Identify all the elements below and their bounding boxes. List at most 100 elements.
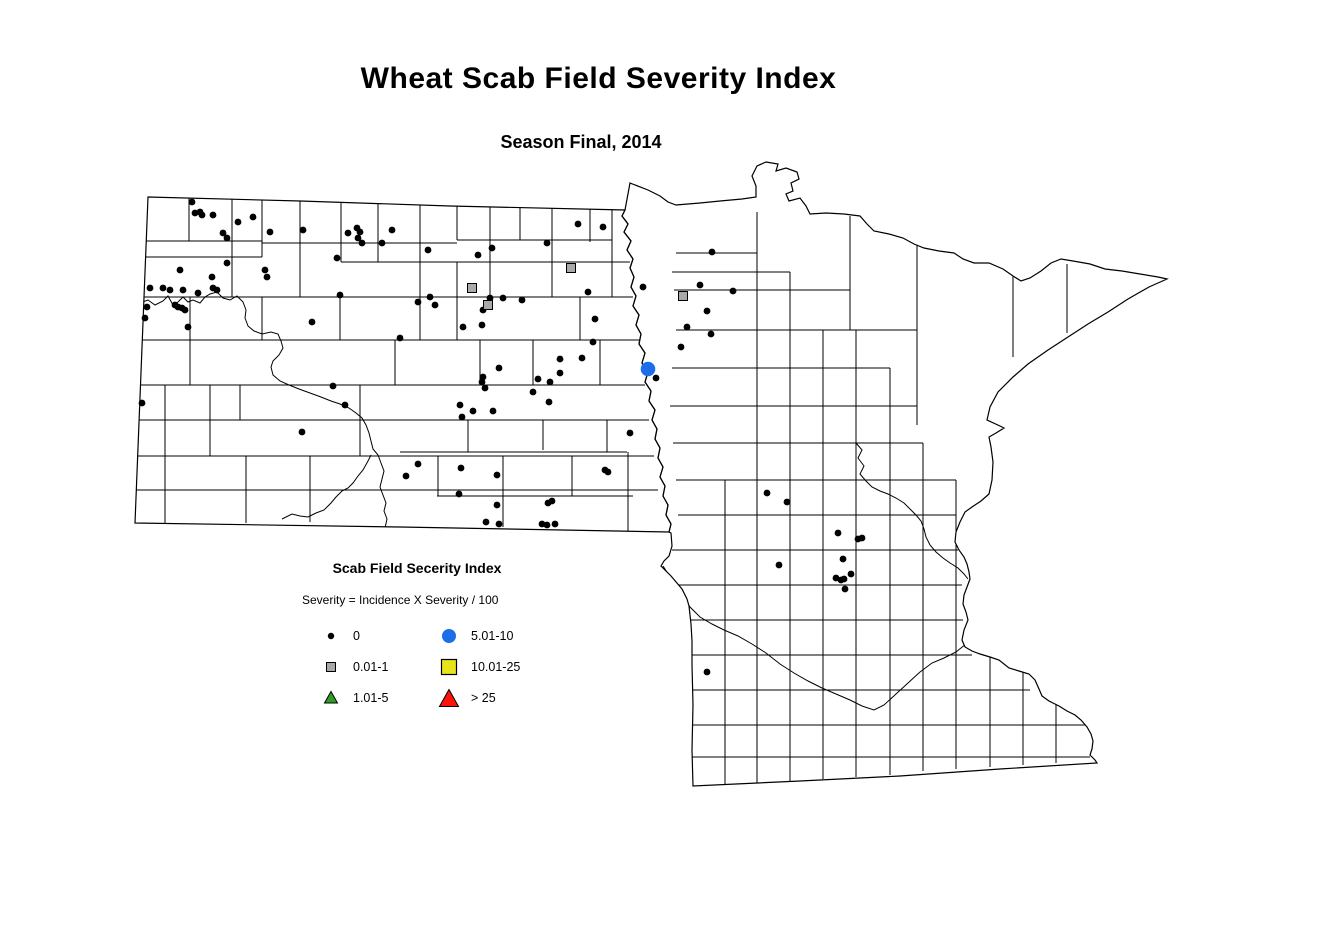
legend-label: > 25 xyxy=(471,690,496,705)
map-marker-black-dot xyxy=(703,668,711,676)
map-marker-black-dot xyxy=(604,468,612,476)
legend-item-5-10: 5.01-10 xyxy=(434,620,576,651)
map-marker-black-dot xyxy=(344,229,352,237)
map-marker-black-dot xyxy=(188,198,196,206)
map-marker-black-dot xyxy=(545,398,553,406)
map-marker-black-dot xyxy=(234,218,242,226)
map-marker-black-dot xyxy=(493,471,501,479)
map-marker-blue-circle xyxy=(640,361,656,377)
map-marker-black-dot xyxy=(652,374,660,382)
map-marker-black-dot xyxy=(696,281,704,289)
map-marker-black-dot xyxy=(478,321,486,329)
north-dakota-county-lines xyxy=(135,198,658,531)
map-marker-black-dot xyxy=(266,228,274,236)
map-marker-black-dot xyxy=(486,294,494,302)
map-marker-black-dot xyxy=(683,323,691,331)
map-marker-black-dot xyxy=(184,323,192,331)
map-marker-black-dot xyxy=(847,570,855,578)
map-marker-black-dot xyxy=(482,518,490,526)
map-marker-black-dot xyxy=(834,529,842,537)
map-marker-black-dot xyxy=(141,314,149,322)
map-marker-black-dot xyxy=(626,429,634,437)
map-marker-black-dot xyxy=(336,291,344,299)
map-marker-black-dot xyxy=(584,288,592,296)
map-marker-black-dot xyxy=(223,234,231,242)
map-marker-black-dot xyxy=(333,254,341,262)
map-marker-black-dot xyxy=(481,384,489,392)
map-marker-black-dot xyxy=(840,575,848,583)
legend-item-10-25: 10.01-25 xyxy=(434,651,576,682)
map-marker-black-dot xyxy=(708,248,716,256)
map-marker-black-dot xyxy=(639,283,647,291)
map-marker-black-dot xyxy=(146,284,154,292)
map-marker-black-dot xyxy=(534,375,542,383)
map-marker-black-dot xyxy=(176,266,184,274)
map-marker-black-dot xyxy=(455,490,463,498)
map-marker-black-dot xyxy=(424,246,432,254)
map-marker-black-dot xyxy=(263,273,271,281)
map-marker-black-dot xyxy=(249,213,257,221)
map-marker-black-dot xyxy=(599,223,607,231)
legend-item-gt-25: > 25 xyxy=(434,682,576,713)
map-marker-black-dot xyxy=(209,211,217,219)
data-point-markers xyxy=(138,198,866,676)
map-marker-black-dot xyxy=(138,399,146,407)
map-marker-black-dot xyxy=(551,520,559,528)
minnesota-county-lines xyxy=(664,212,1090,786)
yellow-square-icon xyxy=(434,656,464,678)
map-marker-black-dot xyxy=(159,284,167,292)
missouri-river xyxy=(135,291,388,529)
map-marker-black-dot xyxy=(181,306,189,314)
map-marker-gray-square xyxy=(467,283,477,293)
map-marker-black-dot xyxy=(396,334,404,342)
map-marker-black-dot xyxy=(591,315,599,323)
map-marker-black-dot xyxy=(548,497,556,505)
map-marker-black-dot xyxy=(414,298,422,306)
map-marker-black-dot xyxy=(208,273,216,281)
page-subtitle: Season Final, 2014 xyxy=(500,132,662,152)
map-marker-black-dot xyxy=(341,401,349,409)
map-marker-black-dot xyxy=(354,234,362,242)
map-marker-black-dot xyxy=(426,293,434,301)
map-marker-black-dot xyxy=(489,407,497,415)
map-marker-black-dot xyxy=(198,211,206,219)
map-marker-black-dot xyxy=(775,561,783,569)
minnesota-river xyxy=(662,565,979,711)
map-marker-black-dot xyxy=(223,259,231,267)
map-marker-black-dot xyxy=(261,266,269,274)
map-marker-black-dot xyxy=(543,239,551,247)
mississippi-river xyxy=(855,442,969,580)
map-marker-black-dot xyxy=(456,401,464,409)
map-marker-black-dot xyxy=(529,388,537,396)
gray-square-icon xyxy=(316,656,346,678)
black-dot-icon xyxy=(316,625,346,647)
map-marker-black-dot xyxy=(763,489,771,497)
map-marker-black-dot xyxy=(556,369,564,377)
map-marker-black-dot xyxy=(474,251,482,259)
map-marker-black-dot xyxy=(213,286,221,294)
map-marker-black-dot xyxy=(578,354,586,362)
map-marker-black-dot xyxy=(358,239,366,247)
map-marker-black-dot xyxy=(469,407,477,415)
map-marker-black-dot xyxy=(308,318,316,326)
legend-item-zero: 0 xyxy=(316,620,434,651)
map-marker-gray-square xyxy=(483,300,493,310)
map-marker-black-dot xyxy=(729,287,737,295)
map-marker-black-dot xyxy=(493,501,501,509)
legend-label: 10.01-25 xyxy=(471,659,521,674)
map-marker-black-dot xyxy=(556,355,564,363)
map-marker-black-dot xyxy=(194,289,202,297)
map-marker-black-dot xyxy=(329,382,337,390)
map-marker-black-dot xyxy=(495,364,503,372)
map-marker-black-dot xyxy=(431,301,439,309)
map-marker-black-dot xyxy=(414,460,422,468)
map-marker-gray-square xyxy=(678,291,688,301)
legend-item-1-5: 1.01-5 xyxy=(316,682,434,713)
legend-title: Scab Field Secerity Index xyxy=(332,560,502,576)
map-marker-black-dot xyxy=(298,428,306,436)
map-marker-black-dot xyxy=(378,239,386,247)
map-marker-black-dot xyxy=(707,330,715,338)
legend-label: 0 xyxy=(353,628,360,643)
